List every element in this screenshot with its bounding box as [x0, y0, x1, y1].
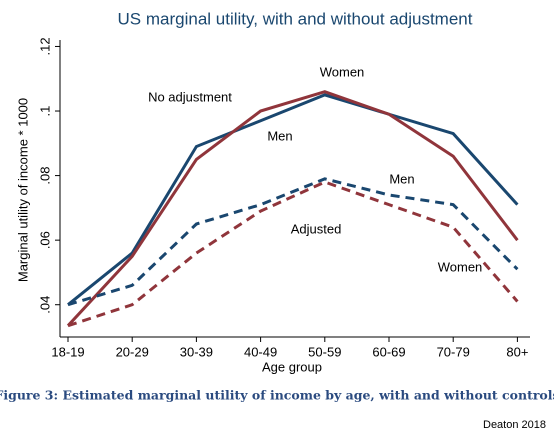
x-tick-label: 40-49 [244, 344, 277, 359]
x-tick-label: 70-79 [437, 344, 470, 359]
series-line [67, 177, 519, 307]
y-tick-label: .08 [37, 167, 52, 185]
source: Deaton 2018 [483, 419, 546, 431]
annotation: Men [389, 171, 414, 186]
series-line [67, 93, 519, 306]
y-tick-label: .12 [37, 37, 52, 55]
x-tick-label: 20-29 [116, 344, 149, 359]
chart-title: US marginal utility, with and without ad… [118, 9, 473, 28]
x-tick-label: 60-69 [372, 344, 405, 359]
y-tick-label: .1 [37, 106, 52, 117]
x-tick-label: 80+ [506, 344, 528, 359]
y-tick-label: .06 [37, 231, 52, 249]
series-line [67, 180, 519, 328]
annotation: No adjustment [148, 89, 232, 104]
annotation: Women [320, 64, 365, 79]
x-tick-label: 30-39 [180, 344, 213, 359]
y-axis-label: Marginal utility of income * 1000 [15, 98, 30, 282]
annotation: Women [438, 259, 483, 274]
x-tick-label: 18-19 [51, 344, 84, 359]
series-line [66, 90, 519, 327]
annotation: Adjusted [291, 221, 342, 236]
x-axis-label: Age group [262, 359, 322, 374]
y-tick-label: .04 [37, 296, 52, 314]
caption: Figure 3: Estimated marginal utility of … [0, 388, 554, 403]
x-tick-label: 50-59 [308, 344, 341, 359]
annotation: Men [267, 128, 292, 143]
